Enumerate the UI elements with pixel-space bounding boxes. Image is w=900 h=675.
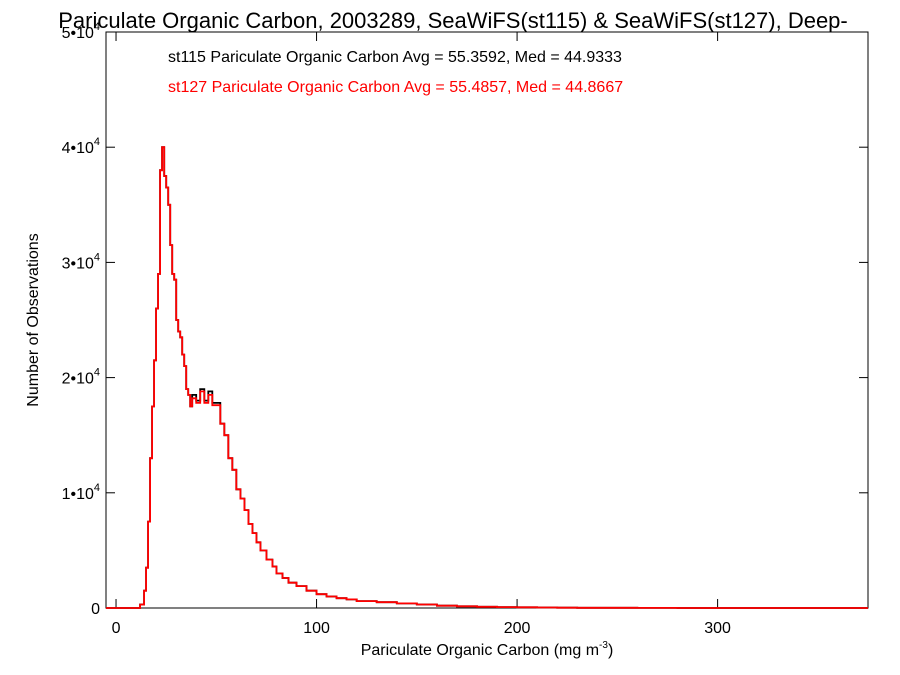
annotation-st127: st127 Pariculate Organic Carbon Avg = 55… xyxy=(168,79,623,96)
plot-frame xyxy=(105,31,869,609)
y-tick-label: 5•104 xyxy=(62,21,100,42)
annotation-st115: st115 Pariculate Organic Carbon Avg = 55… xyxy=(168,49,622,66)
x-axis-label: Pariculate Organic Carbon (mg m-3) xyxy=(361,640,614,659)
series-line-st127 xyxy=(106,146,868,609)
y-tick-label: 1•104 xyxy=(62,482,100,503)
chart-title: Pariculate Organic Carbon, 2003289, SeaW… xyxy=(58,8,848,33)
x-tick-label: 200 xyxy=(504,620,531,637)
y-tick-label: 0 xyxy=(91,601,100,618)
y-axis: 0 1•104 2•104 3•104 4•104 5•104 xyxy=(62,21,868,618)
x-tick-label: 0 xyxy=(112,620,121,637)
y-tick-label: 4•104 xyxy=(62,136,100,157)
y-tick-label: 3•104 xyxy=(62,251,100,272)
x-tick-label: 100 xyxy=(303,620,330,637)
x-tick-label: 300 xyxy=(704,620,731,637)
series-group xyxy=(106,146,868,609)
x-axis: 0 100 200 300 xyxy=(112,32,731,637)
y-axis-label: Number of Observations xyxy=(25,233,42,406)
y-tick-label: 2•104 xyxy=(62,367,100,388)
series-line-st115 xyxy=(106,146,868,609)
